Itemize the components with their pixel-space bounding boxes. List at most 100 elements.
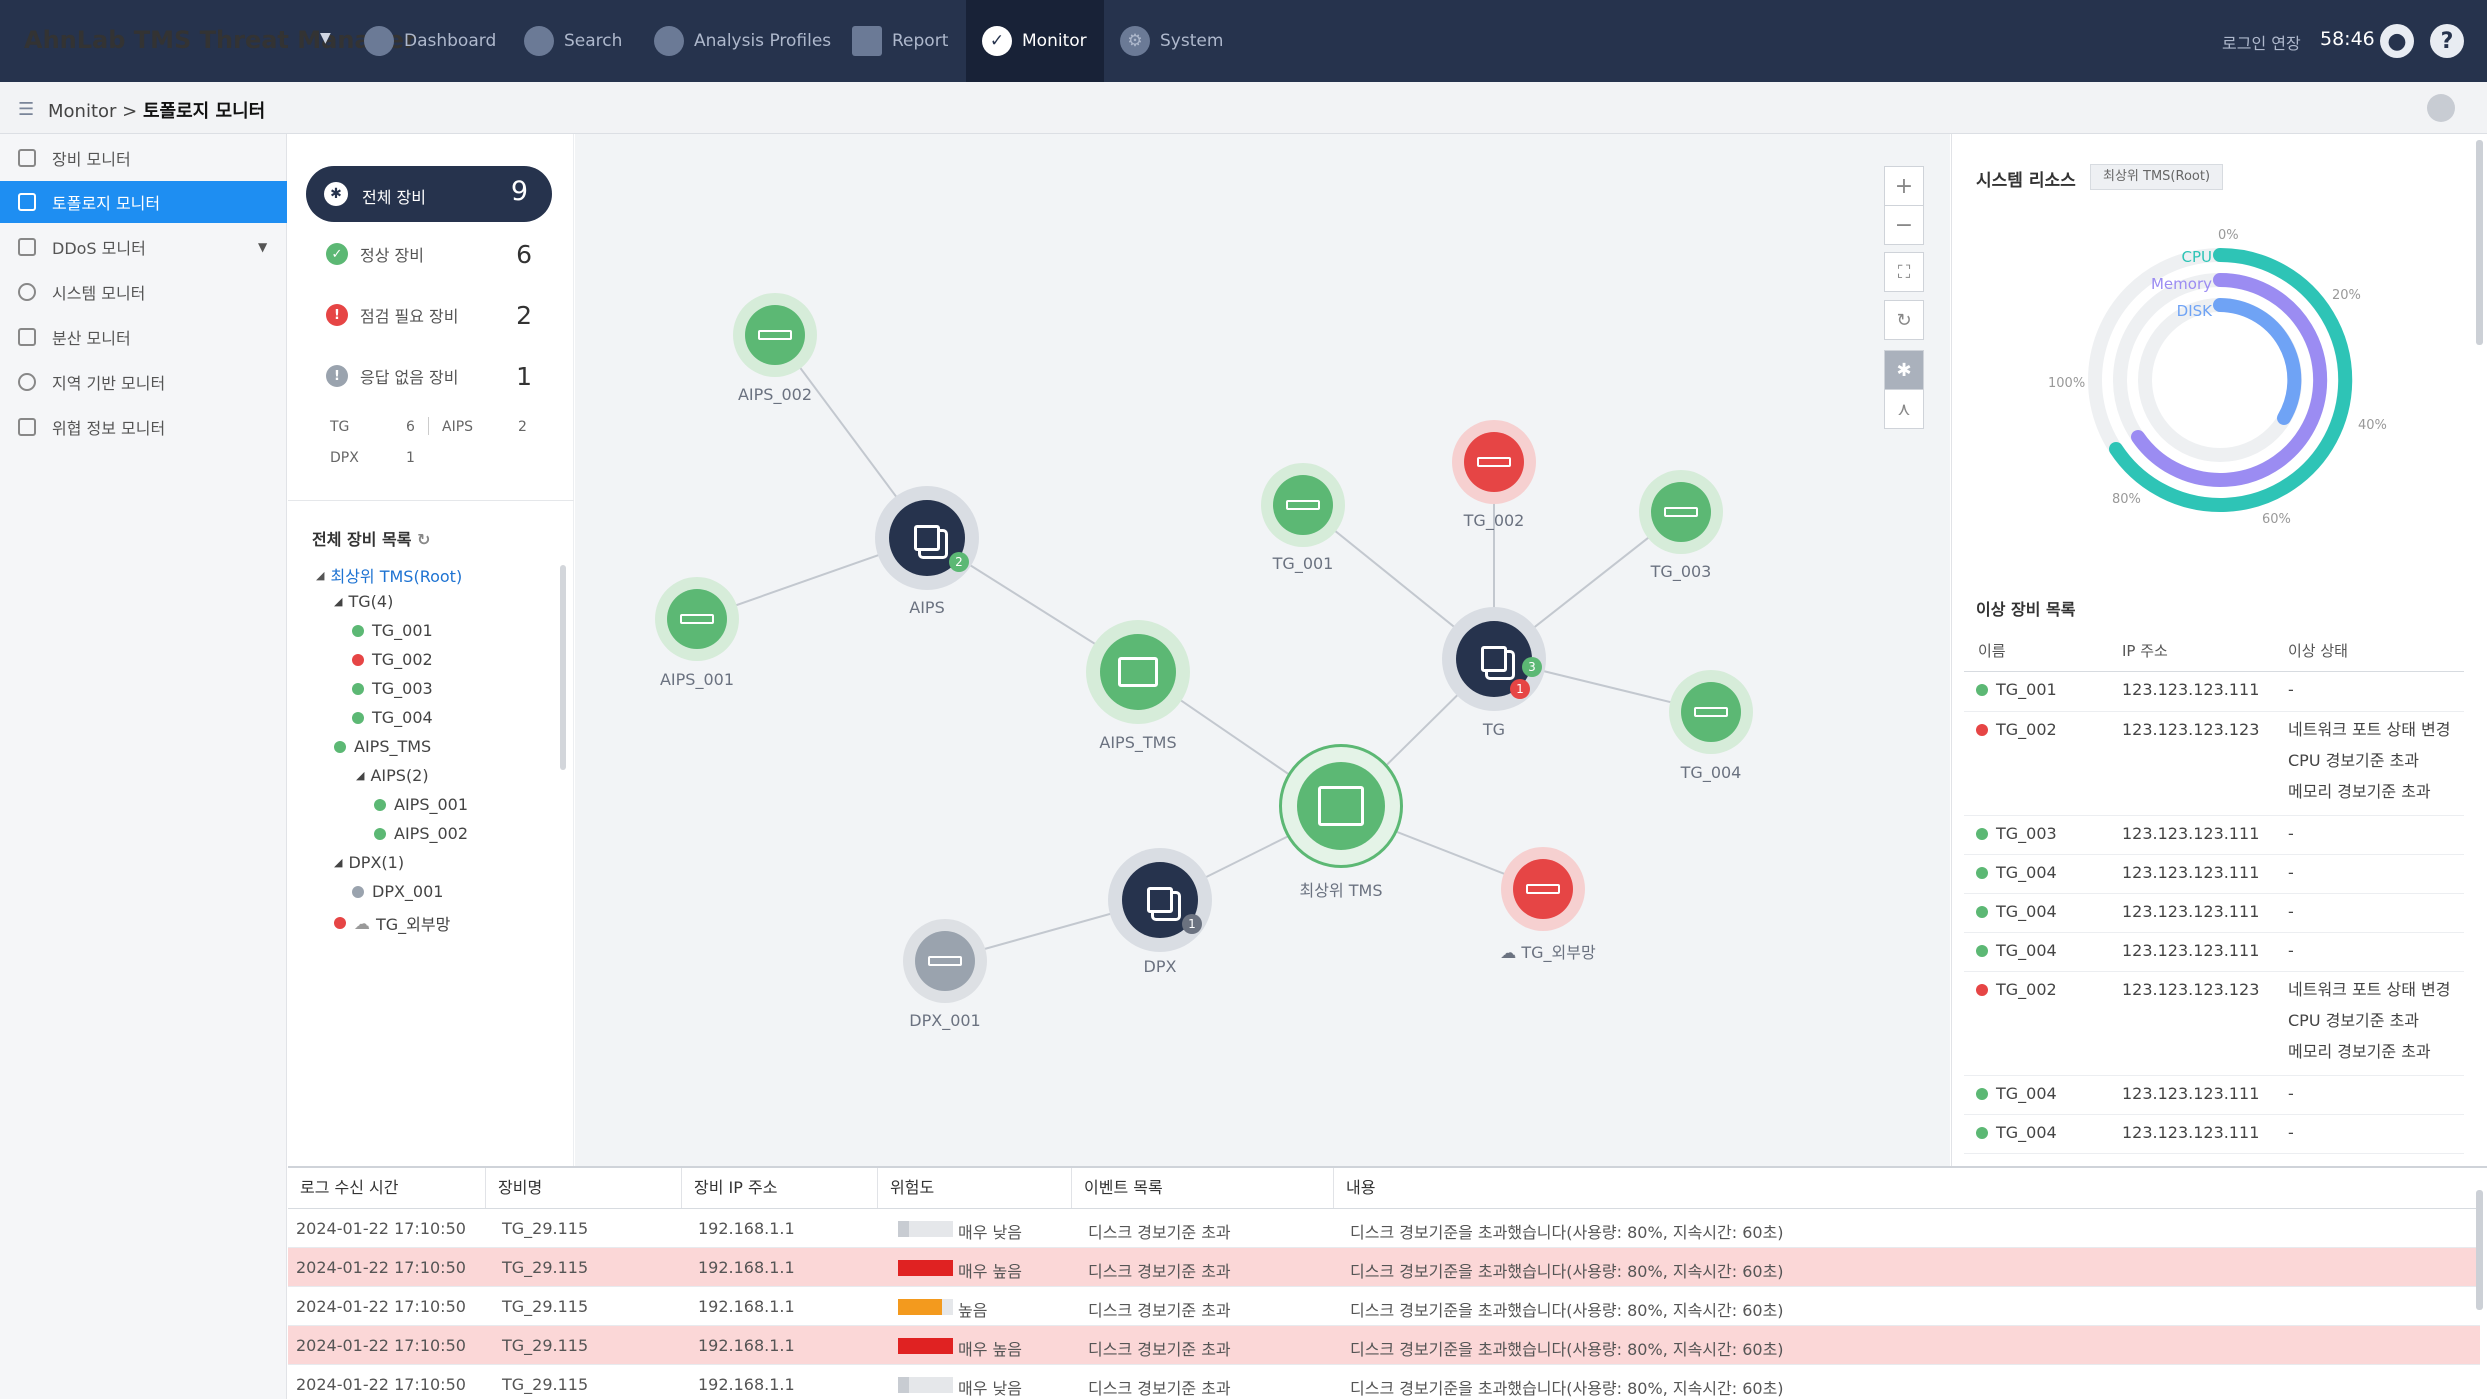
tree-item-dpx-001[interactable]: DPX_001: [352, 882, 443, 901]
nav-report[interactable]: Report: [852, 20, 948, 62]
col-log-time[interactable]: 로그 수신 시간: [288, 1168, 486, 1208]
tree-group-aips[interactable]: ◢ AIPS(2): [356, 766, 429, 785]
total-devices-filter[interactable]: ✱ 전체 장비 9: [306, 166, 552, 222]
zoom-in-button[interactable]: +: [1884, 166, 1924, 206]
nav-dashboard[interactable]: Dashboard: [364, 20, 496, 62]
tree-item-aips-002[interactable]: AIPS_002: [374, 824, 468, 843]
tree-item-tg-external[interactable]: ☁ TG_외부망: [334, 911, 450, 935]
node-tg-002[interactable]: [1452, 420, 1536, 504]
normal-devices-count: 6: [516, 239, 532, 269]
abnormal-devices-title: 이상 장비 목록: [1976, 600, 2076, 619]
node-tg-003[interactable]: [1639, 470, 1723, 554]
tree-item-aips-001[interactable]: AIPS_001: [374, 795, 468, 814]
tree-item-aips-tms[interactable]: AIPS_TMS: [334, 737, 431, 756]
pie-chart-icon: [654, 26, 684, 56]
table-row[interactable]: TG_004 123.123.123.111-: [1964, 1115, 2464, 1154]
type-aips-label: AIPS: [442, 419, 474, 435]
node-dpx-group[interactable]: 1: [1108, 848, 1212, 952]
col-risk[interactable]: 위험도: [878, 1168, 1072, 1208]
table-row[interactable]: 2024-01-22 17:10:50 TG_29.115 192.168.1.1 매…: [288, 1326, 2480, 1365]
tree-group-tg[interactable]: ◢ TG(4): [334, 592, 394, 611]
tree-root[interactable]: ◢ 최상위 TMS(Root): [316, 567, 463, 586]
sidebar-item-topology-monitor[interactable]: 토폴로지 모니터: [0, 181, 287, 223]
layout-radial-button[interactable]: ✱: [1884, 350, 1924, 390]
tree-group-dpx[interactable]: ◢ DPX(1): [334, 853, 405, 872]
log-scrollbar[interactable]: [2476, 1190, 2483, 1310]
node-aips-001[interactable]: [655, 577, 739, 661]
refresh-icon[interactable]: ↻: [417, 530, 431, 549]
risk-bar: [898, 1377, 953, 1393]
table-row[interactable]: TG_004 123.123.123.111-: [1964, 933, 2464, 972]
resource-radial-chart: [2088, 248, 2353, 512]
table-row[interactable]: TG_002 123.123.123.123 네트워크 포트 상태 변경 CPU 경보…: [1964, 972, 2464, 1076]
tree-item-tg-003[interactable]: TG_003: [352, 679, 433, 698]
failed-devices-filter[interactable]: ! 점검 필요 장비 2: [326, 295, 536, 335]
status-dot: [1976, 866, 1988, 879]
brand-logo[interactable]: AhnLab TMS Threat Manager: [24, 26, 416, 54]
brand-dropdown-icon[interactable]: ▼: [320, 30, 331, 46]
fit-screen-button[interactable]: ⛶: [1884, 252, 1924, 292]
col-status: 이상 상태: [2288, 642, 2348, 660]
sidebar-item-system-monitor[interactable]: 시스템 모니터: [0, 271, 287, 313]
sidebar-item-location-monitor[interactable]: 지역 기반 모니터: [0, 361, 287, 403]
status-dot: [1976, 723, 1988, 736]
sidebar-item-distributed-monitor[interactable]: 분산 모니터: [0, 316, 287, 358]
caret-down-icon: ◢: [334, 595, 343, 608]
tree-item-tg-004[interactable]: TG_004: [352, 708, 433, 727]
right-panel-scrollbar[interactable]: [2476, 140, 2483, 345]
node-aips-002[interactable]: [733, 293, 817, 377]
node-tg-external[interactable]: [1501, 847, 1585, 931]
server-icon: [1464, 432, 1524, 492]
node-aips-group[interactable]: 2: [875, 486, 979, 590]
status-dot: [334, 740, 346, 753]
tick-80: 80%: [2112, 492, 2141, 507]
table-row[interactable]: 2024-01-22 17:10:50 TG_29.115 192.168.1.1 매…: [288, 1209, 2480, 1248]
table-row[interactable]: TG_003 123.123.123.111-: [1964, 816, 2464, 855]
col-event[interactable]: 이벤트 목록: [1072, 1168, 1334, 1208]
legend-memory: Memory: [2150, 275, 2212, 293]
sidebar-item-ddos-monitor[interactable]: DDoS 모니터 ▼: [0, 226, 287, 268]
user-icon[interactable]: ●: [2380, 24, 2414, 58]
nav-analysis-profiles[interactable]: Analysis Profiles: [654, 20, 831, 62]
nav-system[interactable]: ⚙ System: [1120, 20, 1223, 62]
tree-item-tg-002[interactable]: TG_002: [352, 650, 433, 669]
sidebar-item-device-monitor[interactable]: 장비 모니터: [0, 137, 287, 179]
table-row[interactable]: 2024-01-22 17:10:50 TG_29.115 192.168.1.1 높…: [288, 1287, 2480, 1326]
nav-search[interactable]: Search: [524, 20, 622, 62]
table-row[interactable]: TG_002 123.123.123.123 네트워크 포트 상태 변경 CPU 경보…: [1964, 712, 2464, 816]
table-row[interactable]: TG_001 123.123.123.111-: [1964, 672, 2464, 712]
pin-icon[interactable]: [2427, 94, 2455, 122]
table-row[interactable]: TG_004 123.123.123.111-: [1964, 1076, 2464, 1115]
nav-monitor[interactable]: ✓ Monitor: [982, 20, 1087, 62]
reset-view-button[interactable]: ↻: [1884, 300, 1924, 340]
layout-tree-button[interactable]: ⋏: [1884, 389, 1924, 429]
noresponse-devices-filter[interactable]: ! 응답 없음 장비 1: [326, 356, 536, 396]
node-label: TG: [1482, 720, 1506, 739]
node-label: DPX: [1143, 957, 1177, 976]
table-row[interactable]: 2024-01-22 17:10:50 TG_29.115 192.168.1.1 매…: [288, 1248, 2480, 1287]
node-root-tms[interactable]: [1279, 744, 1403, 868]
normal-devices-filter[interactable]: ✓ 정상 장비 6: [326, 234, 536, 274]
threat-info-icon: [18, 418, 36, 436]
node-tg-001[interactable]: [1261, 463, 1345, 547]
zoom-out-button[interactable]: −: [1884, 205, 1924, 245]
help-icon[interactable]: ?: [2430, 24, 2464, 58]
table-row[interactable]: TG_004 123.123.123.111-: [1964, 894, 2464, 933]
login-extend-button[interactable]: 로그인 연장: [2222, 34, 2301, 53]
table-row[interactable]: 2024-01-22 17:10:50 TG_29.115 192.168.1.1 매…: [296, 1375, 1784, 1398]
breadcrumb-parent[interactable]: Monitor: [48, 101, 117, 122]
node-label: TG_004: [1680, 763, 1742, 782]
status-dot: [1976, 827, 1988, 840]
node-dpx-001[interactable]: [903, 919, 987, 1003]
tree-item-tg-001[interactable]: TG_001: [352, 621, 433, 640]
col-device-ip[interactable]: 장비 IP 주소: [682, 1168, 878, 1208]
table-row[interactable]: TG_004 123.123.123.111-: [1964, 855, 2464, 894]
node-tg-004[interactable]: [1669, 670, 1753, 754]
sidebar-item-threat-info-monitor[interactable]: 위협 정보 모니터: [0, 406, 287, 448]
col-device-name[interactable]: 장비명: [486, 1168, 682, 1208]
tree-scrollbar[interactable]: [560, 565, 566, 770]
node-aips-tms[interactable]: [1086, 620, 1190, 724]
col-content[interactable]: 내용: [1346, 1178, 1376, 1197]
menu-toggle-icon[interactable]: ☰: [18, 99, 35, 120]
